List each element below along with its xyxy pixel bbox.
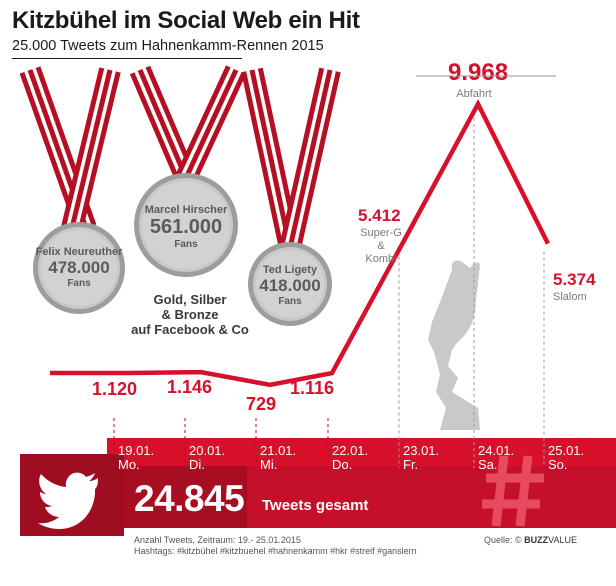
- ribbon-2: [129, 65, 197, 183]
- day-label-0-date: 19.01.: [118, 443, 154, 458]
- footer-hashtags: Hashtags: #kitzbühel #kitzbuehel #hahnen…: [134, 546, 417, 556]
- day-label-2-name: Mi.: [260, 457, 277, 472]
- day-label-0-name: Mo.: [118, 457, 140, 472]
- value-label-3: 1.116: [290, 378, 334, 398]
- medal-felix: [33, 222, 125, 314]
- ribbon-1: [61, 67, 121, 231]
- medal-marcel-value: 561.000: [149, 216, 223, 238]
- value-label-2: 729: [246, 394, 276, 414]
- source-credit: Quelle: © BUZZVALUE: [484, 535, 577, 545]
- day-label-1-name: Di.: [189, 457, 205, 472]
- day-label-6-name: So.: [548, 457, 568, 472]
- medal-marcel: [134, 173, 238, 277]
- value-label-1: 1.146: [167, 377, 212, 397]
- total-tweets-label: Tweets gesamt: [262, 497, 369, 514]
- medal-felix-name: Felix Neureuther: [35, 246, 123, 258]
- value-label-0: 1.120: [92, 379, 137, 399]
- day-label-4-name: Fr.: [403, 457, 418, 472]
- ribbon-3: [176, 65, 246, 183]
- medal-felix-unit: Fans: [67, 278, 91, 289]
- medal-marcel-unit: Fans: [174, 239, 198, 250]
- source-prefix: Quelle: ©: [484, 535, 522, 545]
- day-label-6-date: 25.01.: [548, 443, 584, 458]
- day-label-3-date: 22.01.: [332, 443, 368, 458]
- medal-ted-unit: Fans: [278, 296, 302, 307]
- value-label-5: 9.968: [448, 59, 508, 86]
- value-note-6-0: Slalom: [553, 291, 587, 303]
- twitter-bird-icon: [38, 472, 98, 529]
- day-dividers: [113, 112, 545, 468]
- value-labels: 1.120 1.146 729 1.116 5.412 Super-G&Kombi 9.96…: [92, 59, 596, 414]
- value-note-4-1: &: [377, 240, 385, 252]
- day-label-1-date: 20.01.: [189, 443, 225, 458]
- tweets-series-line: [50, 99, 551, 388]
- medal-ted-name: Ted Ligety: [262, 264, 318, 276]
- day-label-5-name: Sa.: [478, 457, 498, 472]
- value-note-4-0: Super-G: [360, 227, 402, 239]
- footer-notes: Anzahl Tweets, Zeitraum: 19.- 25.01.2015…: [134, 535, 417, 557]
- value-label-4: 5.412: [358, 206, 401, 225]
- medal-ribbons: [19, 65, 341, 251]
- day-label-4-date: 23.01.: [403, 443, 439, 458]
- value-label-6: 5.374: [553, 270, 596, 289]
- day-labels: 19.01.Mo. 20.01.Di. 21.01.Mi. 22.01.Do. 23.0…: [118, 443, 584, 472]
- value-note-4-2: Kombi: [365, 253, 396, 265]
- medal-marcel-text: Marcel Hirscher 561.000 Fans: [134, 204, 238, 250]
- medal-ted: [248, 242, 332, 326]
- medal-felix-text: Felix Neureuther 478.000 Fans: [31, 246, 127, 289]
- ribbon-5: [279, 67, 341, 251]
- medal-caption-line-2: & Bronze: [161, 307, 219, 322]
- subtitle-rule: [12, 58, 242, 59]
- ribbon-4: [241, 67, 301, 251]
- page-title: Kitzbühel im Social Web ein Hit: [12, 7, 360, 34]
- medal-ted-text: Ted Ligety 418.000 Fans: [248, 264, 332, 307]
- page-subtitle: 25.000 Tweets zum Hahnenkamm-Rennen 2015: [12, 38, 324, 54]
- source-brand: BUZZ: [524, 535, 549, 545]
- total-band-dark: [107, 466, 247, 528]
- medal-ted-value: 418.000: [259, 276, 321, 295]
- medal-caption: Gold, Silber & Bronze auf Facebook & Co: [120, 292, 260, 337]
- day-label-5-date: 24.01.: [478, 443, 514, 458]
- source-brand-suffix: VALUE: [548, 535, 578, 545]
- day-label-2-date: 21.01.: [260, 443, 296, 458]
- footer-period: Anzahl Tweets, Zeitraum: 19.- 25.01.2015: [134, 535, 301, 545]
- medal-caption-line-3: auf Facebook & Co: [131, 322, 249, 337]
- trophy-icon: [428, 260, 480, 430]
- medal-caption-line-1: Gold, Silber: [153, 292, 227, 307]
- hashtag-icon: [482, 455, 544, 527]
- value-note-5-0: Abfahrt: [456, 88, 491, 100]
- medal-marcel-name: Marcel Hirscher: [144, 204, 228, 216]
- day-label-3-name: Do.: [332, 457, 352, 472]
- total-tweets-number: 24.845: [134, 478, 245, 519]
- medal-felix-value: 478.000: [48, 258, 110, 277]
